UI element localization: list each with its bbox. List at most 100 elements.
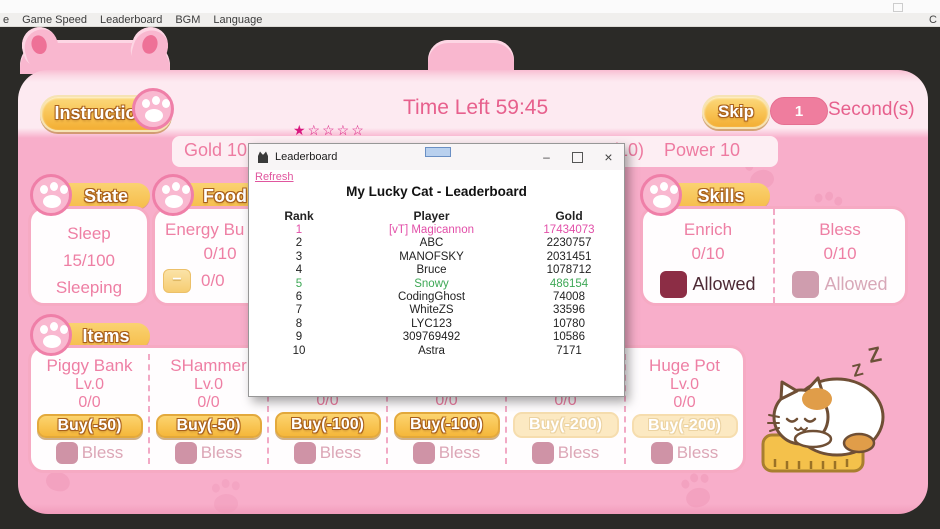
leaderboard-content: Refresh My Lucky Cat - Leaderboard Rank … <box>249 170 624 396</box>
minimize-button[interactable]: – <box>543 150 550 164</box>
tab-items-label: Items <box>82 325 130 346</box>
item-name: Huge Pot <box>649 356 720 375</box>
buy-label: Buy(-100) <box>291 416 364 434</box>
paw-badge-icon <box>30 314 72 356</box>
table-row: 5 Snowy 486154 <box>295 277 589 290</box>
tab-items: Items <box>62 323 150 349</box>
focus-widget <box>425 147 451 157</box>
table-row: 3 MANOFSKY 2031451 <box>295 250 592 263</box>
item-bless-checkbox[interactable] <box>293 442 316 464</box>
refresh-link[interactable]: Refresh <box>255 171 294 183</box>
table-row: 7 WhiteZS 33596 <box>295 304 585 317</box>
buy-button[interactable]: Buy(-100) <box>393 412 500 438</box>
buy-label: Buy(-100) <box>410 416 483 434</box>
maximize-icon <box>572 151 583 163</box>
item-bless-checkbox[interactable] <box>55 442 78 464</box>
skill-enrich-name: Enrich <box>683 220 733 239</box>
seconds-label: Second(s) <box>828 99 915 120</box>
item-level: Lv.0 <box>669 376 700 393</box>
window-restore-icon[interactable] <box>893 3 903 12</box>
item-bless-checkbox[interactable] <box>650 442 673 464</box>
item-bless-checkbox[interactable] <box>531 442 554 464</box>
item-shammer: SHammer Lv.0 0/0 Buy(-50) Bless <box>150 354 269 464</box>
instructions-label: Instructions <box>54 103 158 123</box>
enrich-allowed-label: Allowed <box>692 274 756 294</box>
item-huge-pot: Huge Pot Lv.0 0/0 Buy(-200) Bless <box>626 354 743 464</box>
item-bless-checkbox[interactable] <box>174 442 197 464</box>
buy-label: Buy(-50) <box>176 417 241 434</box>
buy-button[interactable]: Buy(-100) <box>274 412 381 438</box>
table-row: 6 CodingGhost 74008 <box>295 291 585 304</box>
food-stock: 0/0 <box>201 271 225 290</box>
buy-label: Buy(-50) <box>57 417 122 434</box>
skills-panel: Enrich 0/10 Allowed Bless 0/10 Allowed <box>640 206 908 306</box>
item-stock: 0/0 <box>673 394 696 411</box>
skip-label: Skip <box>718 102 754 121</box>
leaderboard-window: Leaderboard – × Refresh My Lucky Cat - L… <box>248 143 625 397</box>
window-title: Leaderboard <box>275 151 338 163</box>
item-level: Lv.0 <box>74 376 105 393</box>
skill-bless-name: Bless <box>819 220 861 239</box>
leaderboard-header-row: Rank Player Gold <box>249 209 624 224</box>
skip-button[interactable]: Skip <box>702 95 770 129</box>
leaderboard-titlebar[interactable]: Leaderboard – × <box>249 144 624 170</box>
buy-button[interactable]: Buy(-200) <box>631 414 738 438</box>
item-bless-label: Bless <box>438 443 481 462</box>
leaderboard-heading: My Lucky Cat - Leaderboard <box>346 184 527 199</box>
panel-bump-decoration <box>428 40 514 74</box>
menu-item-game-speed[interactable]: Game Speed <box>22 13 87 26</box>
menu-bar: e Game Speed Leaderboard BGM Language C <box>0 13 940 27</box>
paw-badge-icon <box>132 88 174 130</box>
buy-button[interactable]: Buy(-200) <box>512 412 619 438</box>
col-player: Player <box>413 209 450 223</box>
table-row: 9 309769492 10586 <box>295 331 585 344</box>
menu-item-bgm[interactable]: BGM <box>175 13 201 26</box>
tab-state: State <box>62 183 150 209</box>
menu-item-leaderboard[interactable]: Leaderboard <box>99 13 163 26</box>
tab-state-label: State <box>83 185 128 206</box>
state-panel: Sleep 15/100 Sleeping <box>28 206 150 306</box>
menu-item-language[interactable]: Language <box>213 13 263 26</box>
item-name: SHammer <box>170 356 247 375</box>
cat-ears-decoration <box>17 22 173 74</box>
item-stock: 0/0 <box>78 394 101 411</box>
item-stock: 0/0 <box>197 394 220 411</box>
item-bless-checkbox[interactable] <box>412 442 435 464</box>
item-bless-label: Bless <box>81 443 124 462</box>
window-cat-icon <box>258 151 268 163</box>
buy-label: Buy(-200) <box>529 416 602 434</box>
paw-print-icon <box>684 485 712 510</box>
table-row: 1 [vT] Magicannon 17434073 <box>295 224 595 236</box>
col-rank: Rank <box>284 209 314 223</box>
enrich-checkbox[interactable] <box>660 271 688 298</box>
skill-bless-count: 0/10 <box>823 244 857 263</box>
bless-allowed-label: Allowed <box>824 274 888 294</box>
food-minus-button[interactable]: − <box>163 269 191 293</box>
table-row: 2 ABC 2230757 <box>295 237 592 250</box>
item-5: 0/0 Buy(-200) Bless <box>507 354 626 464</box>
food-item-name: Energy Bu <box>165 220 245 239</box>
col-gold: Gold <box>555 209 583 223</box>
menu-item-cropped[interactable]: e <box>3 13 10 26</box>
gold-stat: Gold 10 <box>184 140 248 160</box>
item-bless-label: Bless <box>319 443 362 462</box>
buy-label: Buy(-200) <box>648 417 721 434</box>
buy-button[interactable]: Buy(-50) <box>36 414 143 438</box>
item-4: 0/0 Buy(-100) Bless <box>388 354 507 464</box>
state-line-3: Sleeping <box>55 278 123 297</box>
paw-badge-icon <box>640 174 682 216</box>
paw-badge-icon <box>152 174 194 216</box>
item-bless-label: Bless <box>676 443 719 462</box>
close-button[interactable]: × <box>604 149 613 165</box>
bless-checkbox[interactable] <box>792 271 820 298</box>
maximize-button[interactable] <box>562 144 593 170</box>
leaderboard-table: Rank Player Gold 1 [vT] Magicannon 1743407… <box>249 209 624 358</box>
paw-print-icon <box>213 493 239 514</box>
item-bless-label: Bless <box>200 443 243 462</box>
state-line-1: Sleep <box>67 224 111 243</box>
food-count: 0/10 <box>203 244 237 263</box>
tab-skills: Skills <box>672 183 770 209</box>
buy-button[interactable]: Buy(-50) <box>155 414 262 438</box>
skip-seconds-field[interactable]: 1 <box>770 97 828 125</box>
